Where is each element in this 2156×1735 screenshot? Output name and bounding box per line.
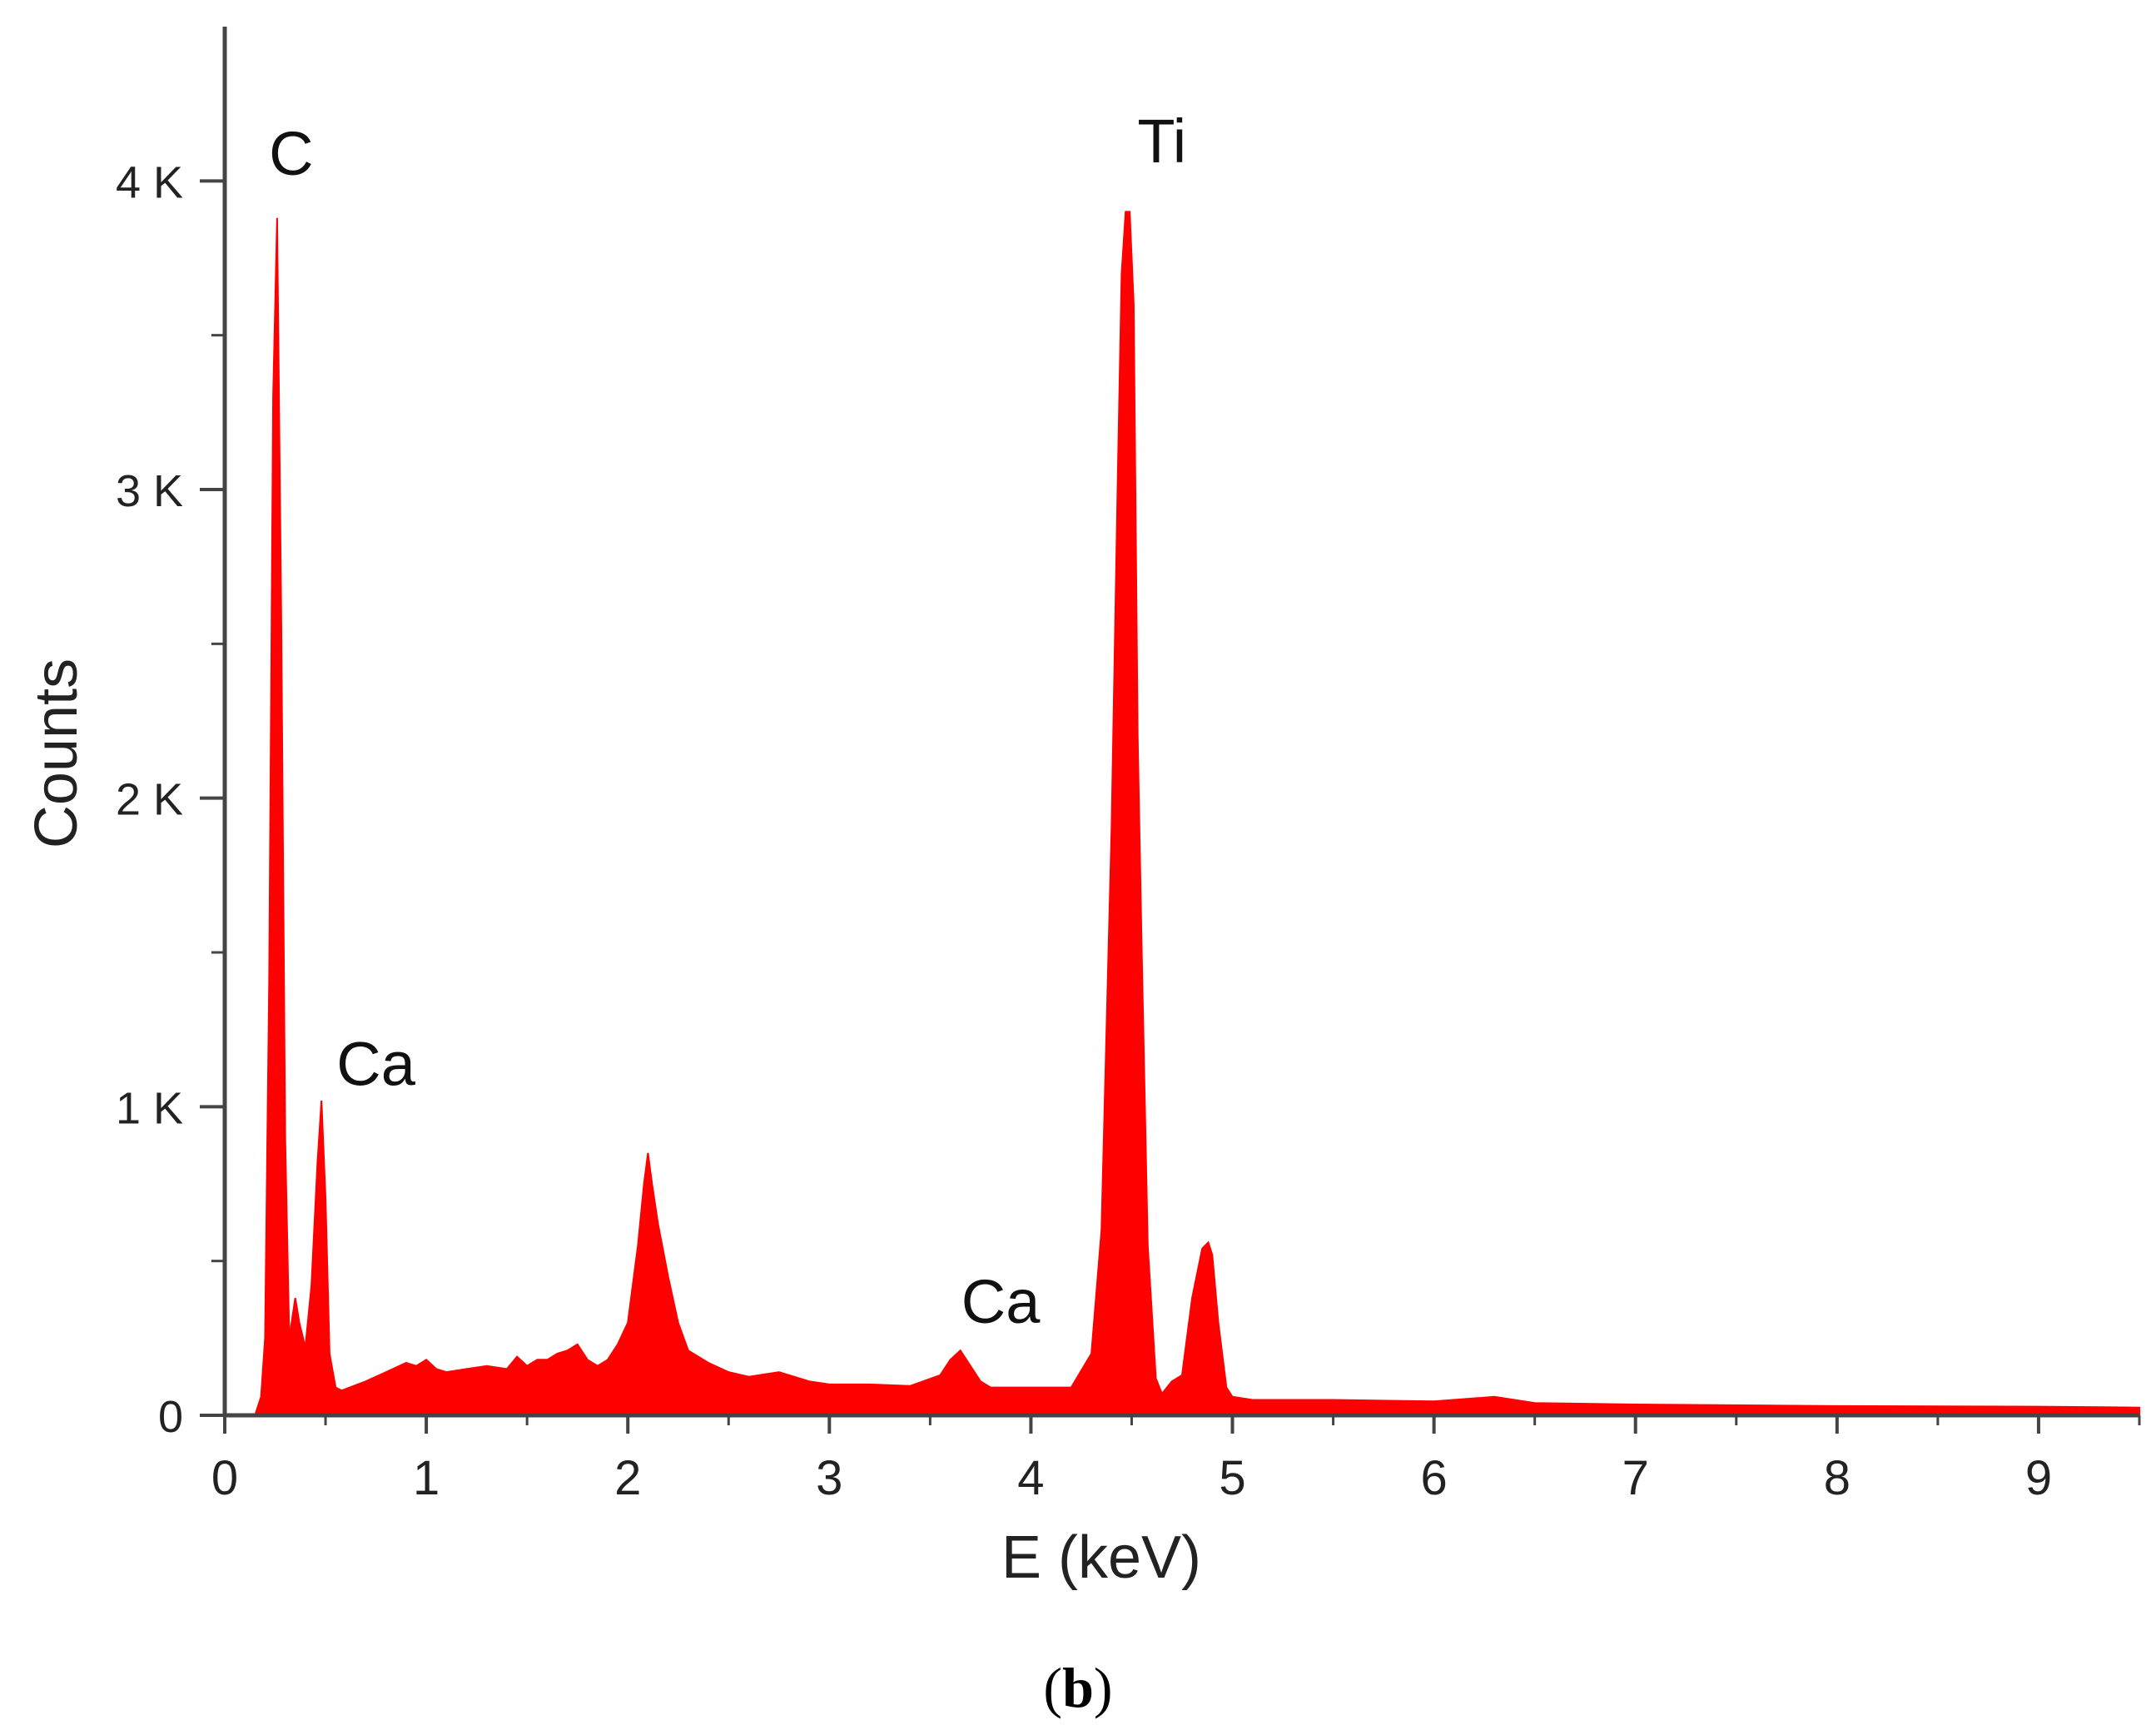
x-tick-label: 9 (2025, 1451, 2052, 1505)
x-tick-label: 1 (413, 1451, 440, 1505)
panel-label: (b) (1043, 1656, 1112, 1719)
y-tick-label: 2 K (116, 775, 183, 825)
plot-area (245, 211, 2140, 1416)
y-axis-title: Counts (23, 659, 90, 848)
x-tick-label: 6 (1420, 1451, 1447, 1505)
x-axis-title: E (keV) (1001, 1524, 1201, 1591)
axes (200, 27, 2141, 1434)
peak-label-c: C (269, 119, 313, 188)
panel-label-open: ( (1043, 1656, 1062, 1719)
y-tick-label: 4 K (116, 157, 183, 207)
y-tick-label: 1 K (116, 1083, 183, 1133)
peak-label-ca: Ca (336, 1029, 415, 1098)
y-tick-label: 3 K (116, 466, 183, 516)
peak-label-ti: Ti (1137, 107, 1186, 176)
x-tick-label: 8 (1824, 1451, 1850, 1505)
y-tick-label: 0 (158, 1392, 183, 1442)
panel-label-letter: b (1062, 1656, 1094, 1719)
panel-label-close: ) (1094, 1656, 1113, 1719)
x-tick-label: 3 (816, 1451, 842, 1505)
spectrum-area-series-0 (245, 211, 2140, 1416)
x-tick-label: 2 (614, 1451, 641, 1505)
x-tick-label: 4 (1017, 1451, 1044, 1505)
peak-label-ca: Ca (961, 1267, 1041, 1336)
x-tick-label: 5 (1219, 1451, 1245, 1505)
labels: E (keV) Counts (b) 0 1 2 3 4 5 6 7 8 9 0 1 K 2 K 3 K 4… (23, 107, 2052, 1719)
x-tick-label: 7 (1622, 1451, 1649, 1505)
x-tick-label: 0 (211, 1451, 238, 1505)
